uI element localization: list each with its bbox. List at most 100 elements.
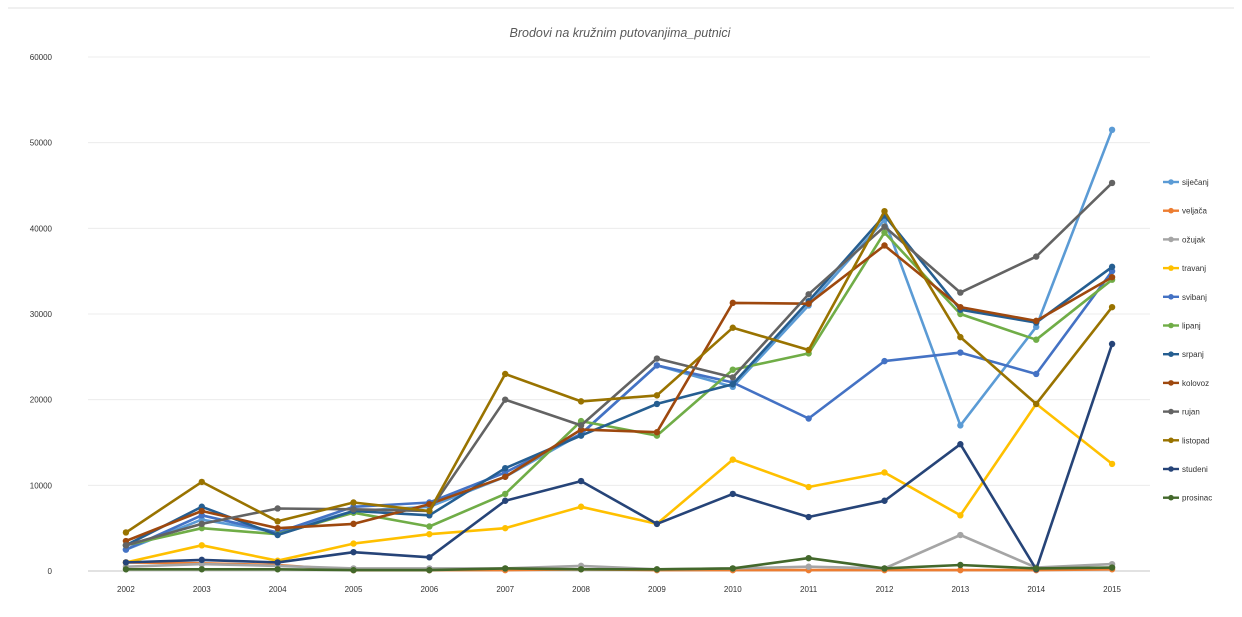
series-line	[124, 533, 1114, 571]
legend-label: ožujak	[1182, 235, 1206, 244]
series-rujan	[122, 179, 1116, 549]
legend-item: listopad	[1163, 436, 1210, 445]
data-point	[881, 565, 888, 572]
data-point	[577, 422, 585, 429]
data-point	[805, 483, 812, 491]
y-tick-label: 30000	[30, 310, 53, 319]
series-line	[124, 556, 1114, 572]
data-point	[122, 566, 130, 573]
data-point	[350, 506, 357, 513]
legend-label: listopad	[1182, 436, 1210, 445]
data-point	[1033, 400, 1040, 408]
gridlines	[88, 56, 1150, 572]
y-tick-label: 60000	[30, 53, 53, 62]
data-point	[1033, 253, 1040, 260]
data-point	[350, 520, 357, 528]
data-point	[350, 548, 357, 556]
data-point	[502, 396, 509, 403]
legend-label: prosinac	[1182, 494, 1212, 503]
data-point	[881, 242, 888, 249]
x-tick-label: 2010	[724, 585, 742, 594]
data-point	[1033, 317, 1040, 325]
data-point	[653, 392, 661, 399]
data-point	[350, 499, 357, 506]
data-point	[426, 523, 433, 530]
data-point	[957, 333, 964, 341]
data-point	[957, 441, 964, 448]
data-point	[1108, 340, 1116, 348]
legend-item: ožujak	[1163, 235, 1206, 244]
x-tick-label: 2011	[800, 585, 818, 594]
series-lipanj	[122, 229, 1116, 549]
data-point	[729, 374, 736, 381]
legend-item: kolovoz	[1163, 379, 1209, 388]
data-point	[122, 559, 130, 566]
data-point	[957, 349, 964, 356]
data-point	[502, 565, 509, 572]
data-point	[1108, 460, 1116, 468]
x-tick-label: 2005	[345, 585, 363, 594]
data-point	[198, 566, 205, 573]
data-point	[198, 556, 205, 564]
legend-marker-icon	[1168, 207, 1174, 214]
series-studeni	[122, 340, 1116, 573]
y-tick-label: 50000	[30, 139, 53, 148]
legend-item: lipanj	[1163, 322, 1201, 331]
data-point	[881, 469, 888, 476]
data-point	[653, 400, 661, 408]
data-point	[729, 366, 736, 373]
data-point	[653, 566, 661, 573]
series-line	[124, 402, 1114, 564]
data-point	[426, 507, 433, 515]
data-point	[1108, 126, 1116, 134]
series-line	[124, 209, 1114, 534]
legend-marker-icon	[1168, 351, 1174, 358]
data-point	[957, 422, 964, 429]
data-point	[426, 566, 433, 574]
chart-title: Brodovi na kružnim putovanjima_putnici	[510, 26, 732, 40]
data-point	[350, 566, 357, 574]
data-point	[653, 355, 661, 362]
data-point	[805, 415, 812, 422]
data-point	[957, 303, 964, 311]
x-tick-label: 2007	[496, 585, 514, 594]
x-tick-label: 2014	[1027, 585, 1045, 594]
series-prosinac	[122, 554, 1116, 574]
data-point	[198, 520, 205, 528]
data-point	[198, 542, 205, 549]
legend-item: rujan	[1163, 408, 1200, 417]
data-point	[729, 324, 736, 331]
legend-marker-icon	[1168, 466, 1174, 472]
y-tick-label: 10000	[30, 481, 53, 490]
legend-item: prosinac	[1163, 494, 1212, 503]
legend: siječanj veljača ožujak travanj svibanj lipan…	[1163, 178, 1212, 503]
data-point	[350, 540, 357, 547]
data-point	[1033, 336, 1040, 343]
data-point	[881, 223, 888, 230]
data-point	[502, 465, 509, 472]
data-point	[274, 505, 281, 512]
data-point	[805, 300, 812, 307]
data-point	[502, 370, 509, 378]
data-point	[274, 566, 281, 573]
data-point	[1108, 263, 1116, 271]
series-listopad	[122, 208, 1116, 536]
legend-marker-icon	[1168, 294, 1174, 300]
legend-label: studeni	[1182, 465, 1208, 474]
legend-item: svibanj	[1163, 293, 1207, 302]
legend-item: travanj	[1163, 264, 1206, 273]
series-line	[124, 342, 1114, 571]
x-tick-label: 2008	[572, 585, 590, 594]
x-tick-label: 2002	[117, 585, 135, 594]
data-point	[729, 299, 736, 307]
series-line	[124, 181, 1114, 547]
data-point	[577, 566, 585, 573]
y-axis-ticks: 0 10000 20000 30000 40000 50000 60000	[30, 53, 53, 576]
legend-label: travanj	[1182, 264, 1206, 273]
data-point	[881, 229, 888, 236]
series-line	[124, 214, 1114, 547]
data-point	[1033, 565, 1040, 572]
series-travanj	[122, 400, 1116, 566]
